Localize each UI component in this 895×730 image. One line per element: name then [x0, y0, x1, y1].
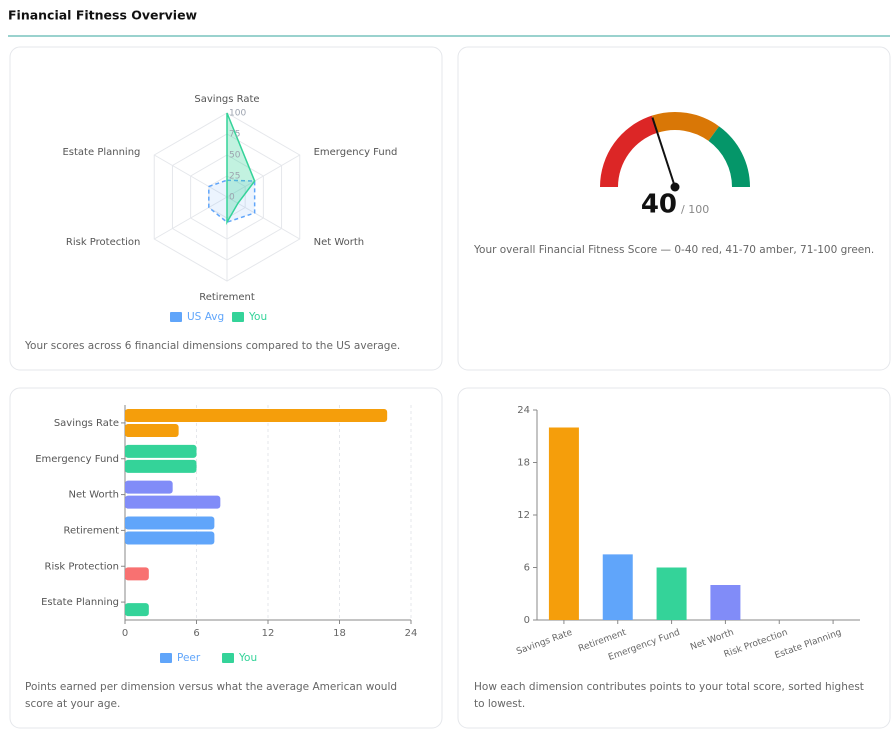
y-tick-label: Retirement — [63, 525, 119, 536]
y-tick-label: Risk Protection — [45, 561, 120, 572]
legend-swatch — [170, 312, 182, 322]
y-tick-label: 18 — [517, 458, 530, 469]
bar — [656, 567, 687, 620]
bar — [710, 585, 741, 620]
gauge-value: 40 — [641, 190, 677, 220]
r-tick-label: 25 — [229, 172, 240, 182]
legend-label: You — [248, 311, 267, 323]
bar — [548, 427, 579, 620]
r-tick-label: 100 — [229, 109, 246, 119]
spoke — [154, 196, 228, 240]
needle-hub — [670, 182, 680, 192]
card — [457, 387, 891, 729]
card — [9, 46, 443, 371]
gauge-max: / 100 — [681, 203, 709, 216]
radar-area — [208, 179, 256, 224]
x-tick-label: 6 — [193, 628, 199, 639]
legend-label: Peer — [177, 652, 201, 664]
y-tick-label: Savings Rate — [54, 418, 119, 429]
bar — [125, 444, 197, 458]
y-tick-label: 12 — [517, 510, 530, 521]
axis-label: Retirement — [199, 292, 255, 303]
bar — [125, 409, 388, 422]
caption: Points earned per dimension versus what … — [25, 681, 398, 710]
r-tick-label: 0 — [229, 193, 235, 203]
r-tick-label: 75 — [229, 130, 240, 140]
y-tick-label: Emergency Fund — [35, 454, 119, 465]
bar — [125, 531, 215, 545]
legend-swatch — [222, 653, 234, 663]
bar — [125, 480, 173, 494]
gauge-band — [600, 115, 658, 187]
card — [9, 387, 443, 729]
spoke — [226, 196, 300, 240]
bar — [125, 424, 179, 437]
legend-swatch — [160, 653, 172, 663]
legend-label: You — [238, 652, 257, 664]
bar — [125, 516, 215, 530]
page-title: Financial Fitness Overview — [8, 8, 198, 23]
spoke — [154, 154, 228, 198]
bar — [125, 459, 197, 473]
y-tick-label: 6 — [524, 563, 530, 574]
bar — [125, 567, 149, 581]
y-tick-label: 24 — [517, 405, 530, 416]
x-tick-label: 18 — [333, 628, 346, 639]
bar — [125, 495, 221, 509]
bar — [602, 554, 633, 620]
gauge-band — [708, 126, 750, 187]
y-tick-label: 0 — [524, 615, 530, 626]
radar-area — [226, 112, 256, 225]
caption: Your overall Financial Fitness Score — 0… — [474, 244, 875, 256]
axis-label: Emergency Fund — [314, 147, 398, 158]
gauge-band — [651, 111, 720, 141]
axis-label: Estate Planning — [62, 147, 140, 158]
card — [457, 46, 891, 371]
caption: Your scores across 6 financial dimension… — [25, 340, 401, 352]
gauge-needle — [651, 117, 676, 188]
caption: How each dimension contributes points to… — [474, 681, 864, 710]
axis-label: Net Worth — [314, 237, 365, 248]
y-tick-label: Estate Planning — [41, 597, 119, 608]
spoke — [226, 154, 300, 198]
r-tick-label: 50 — [229, 151, 241, 161]
legend-label: US Avg — [187, 311, 224, 323]
x-tick-label: 0 — [122, 628, 128, 639]
x-tick-label: 24 — [405, 628, 418, 639]
bar — [125, 603, 149, 617]
axis-label: Savings Rate — [194, 94, 259, 105]
legend-swatch — [232, 312, 244, 322]
axis-label: Risk Protection — [66, 237, 141, 248]
x-tick-label: 12 — [262, 628, 275, 639]
y-tick-label: Net Worth — [68, 490, 119, 501]
